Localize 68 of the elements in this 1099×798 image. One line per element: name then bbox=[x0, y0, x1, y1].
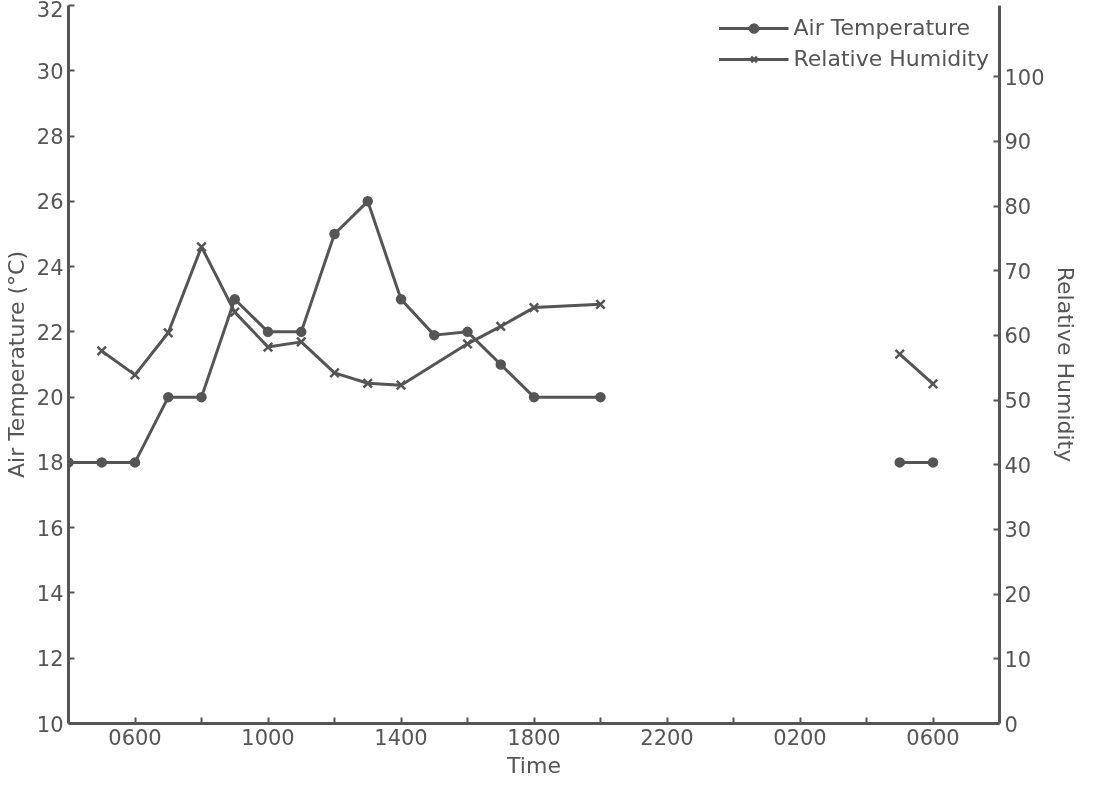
point bbox=[462, 338, 473, 350]
y-tick-label: 20 bbox=[36, 386, 64, 411]
point bbox=[329, 228, 340, 240]
point bbox=[595, 391, 606, 403]
y-axis-title: Air Temperature (°C) bbox=[3, 250, 29, 479]
point bbox=[196, 241, 207, 253]
x-tick-label: 1000 bbox=[241, 725, 295, 750]
point bbox=[162, 327, 174, 339]
point bbox=[163, 391, 174, 403]
point bbox=[462, 326, 473, 338]
x-tick-label: 0600 bbox=[108, 725, 162, 750]
legend-label: Air Temperature bbox=[793, 15, 971, 40]
point bbox=[528, 391, 540, 403]
point bbox=[894, 348, 906, 360]
point bbox=[262, 341, 274, 353]
x-tick-label: 1800 bbox=[507, 725, 561, 750]
point bbox=[927, 457, 939, 468]
point bbox=[894, 457, 905, 468]
point bbox=[129, 369, 141, 381]
y-tick-label: 12 bbox=[36, 647, 64, 672]
y-tick-label: 32 bbox=[36, 0, 64, 22]
point bbox=[927, 378, 939, 390]
point bbox=[495, 320, 507, 332]
y2-tick-label: 30 bbox=[1004, 518, 1032, 543]
point bbox=[362, 377, 374, 389]
y2-tick-label: 0 bbox=[1004, 712, 1018, 737]
y2-tick-label: 90 bbox=[1004, 130, 1032, 155]
point bbox=[528, 302, 540, 314]
legend-label: Relative Humidity bbox=[793, 46, 989, 71]
x-tick-label: 0200 bbox=[773, 725, 827, 750]
point bbox=[329, 367, 340, 379]
point bbox=[495, 359, 506, 370]
y2-tick-label: 10 bbox=[1004, 647, 1032, 672]
point bbox=[395, 379, 407, 391]
point bbox=[196, 391, 207, 403]
point bbox=[362, 196, 373, 207]
point bbox=[429, 329, 440, 341]
y2-tick-label: 40 bbox=[1004, 453, 1032, 478]
x-axis-title: Time bbox=[506, 752, 561, 778]
y2-tick-label: 60 bbox=[1004, 324, 1032, 349]
y-tick-label: 30 bbox=[36, 59, 64, 84]
point bbox=[129, 457, 141, 468]
point bbox=[96, 457, 107, 468]
point bbox=[595, 298, 606, 310]
y-tick-label: 10 bbox=[36, 712, 64, 737]
x-tick-label: 2200 bbox=[640, 725, 694, 750]
x-tick-label: 1400 bbox=[374, 725, 428, 750]
point bbox=[262, 326, 274, 338]
y-tick-label: 26 bbox=[36, 190, 64, 215]
y2-axis-title: Relative Humidity bbox=[1052, 266, 1078, 463]
y-tick-label: 16 bbox=[36, 516, 64, 541]
point bbox=[295, 336, 307, 348]
point bbox=[229, 306, 241, 318]
point bbox=[229, 293, 240, 305]
point bbox=[395, 293, 407, 305]
x-tick-label: 0600 bbox=[906, 725, 960, 750]
y-tick-label: 24 bbox=[36, 255, 64, 280]
point bbox=[96, 345, 108, 357]
y-tick-label: 18 bbox=[36, 451, 64, 476]
y2-tick-label: 80 bbox=[1004, 195, 1032, 220]
y2-tick-label: 70 bbox=[1004, 259, 1032, 284]
y2-tick-label: 50 bbox=[1004, 389, 1032, 414]
y-tick-label: 22 bbox=[36, 320, 64, 345]
y2-tick-label: 20 bbox=[1004, 583, 1032, 608]
point bbox=[296, 326, 307, 338]
y-tick-label: 28 bbox=[36, 125, 64, 150]
y-tick-label: 14 bbox=[36, 581, 64, 606]
y2-tick-label: 100 bbox=[1004, 65, 1045, 90]
